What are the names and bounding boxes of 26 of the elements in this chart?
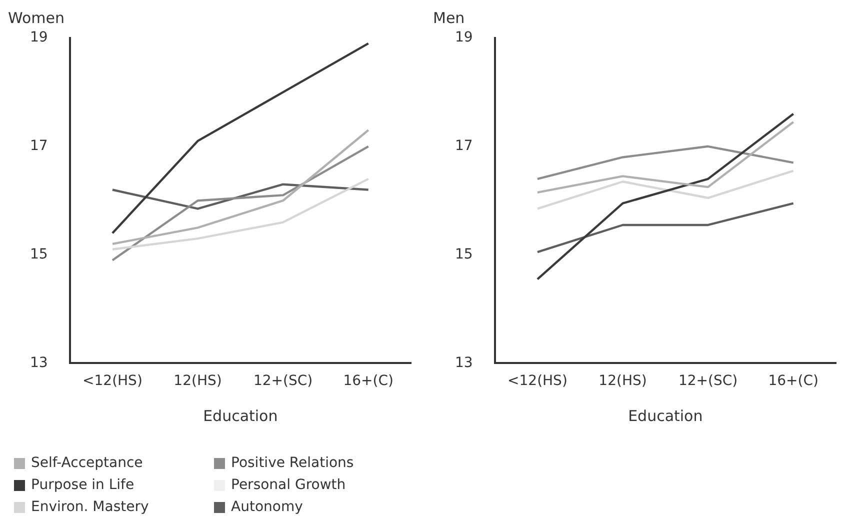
x-tick-label: 12(HS) (174, 373, 222, 390)
y-tick-label: 17 (30, 138, 48, 154)
x-tick-label: <12(HS) (508, 373, 568, 390)
y-tick-label: 13 (454, 354, 473, 371)
y-tick-label: 19 (454, 30, 473, 46)
x-tick-label: 12+(SC) (678, 373, 738, 390)
legend-label: Autonomy (231, 499, 303, 515)
chart-title: Women (8, 8, 64, 27)
legend-label: Self-Acceptance (31, 455, 143, 471)
legend-label: Purpose in Life (31, 477, 134, 493)
x-axis-title: Education (628, 406, 703, 425)
y-tick-label: 15 (454, 246, 473, 262)
y-tick-label: 17 (454, 138, 473, 154)
legend-label: Positive Relations (231, 455, 354, 471)
y-tick-label: 19 (30, 30, 48, 46)
y-tick-label: 15 (30, 246, 48, 262)
legend-label: Personal Growth (231, 477, 346, 493)
x-tick-label: 12(HS) (598, 373, 647, 390)
x-axis-title: Education (203, 406, 278, 425)
chart-title: Men (433, 8, 465, 27)
y-tick-label: 13 (30, 354, 48, 371)
x-tick-label: <12(HS) (82, 373, 142, 390)
x-tick-label: 16+(C) (768, 373, 818, 390)
x-tick-label: 12+(SC) (253, 373, 313, 390)
x-tick-label: 16+(C) (343, 373, 394, 390)
legend-label: Environ. Mastery (31, 499, 149, 515)
